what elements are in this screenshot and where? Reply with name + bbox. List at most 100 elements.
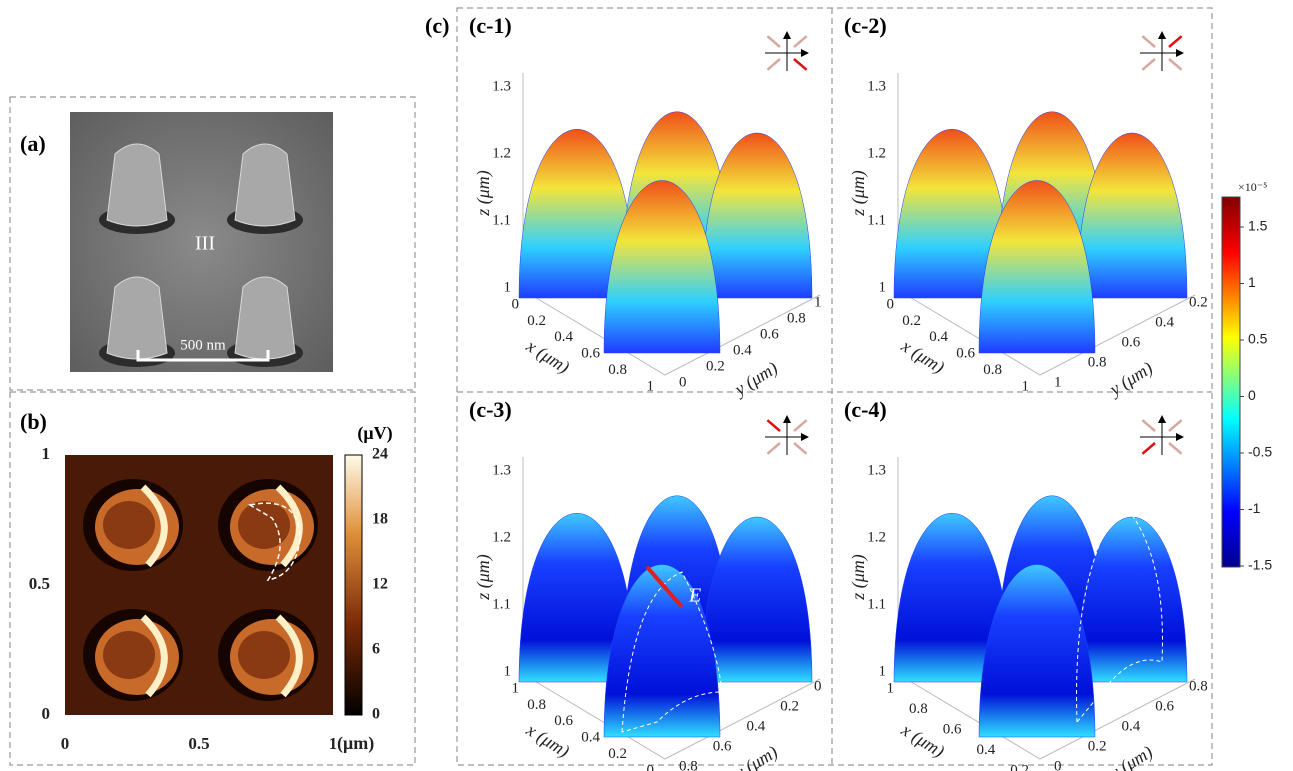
z-tick-label: 1.2 <box>867 529 886 545</box>
x-tick-label: 0.5 <box>188 734 209 753</box>
icon-arrow <box>1142 443 1155 454</box>
x-tick-label: 0.4 <box>581 730 600 746</box>
ring-core <box>103 501 155 549</box>
y-tick-label: 0.8 <box>787 310 806 326</box>
colorbar <box>1222 197 1240 567</box>
colorbar-tick-label: 0 <box>372 706 380 723</box>
colorbar-tick-label: 18 <box>372 511 388 528</box>
x-tick-label: 0.6 <box>554 713 573 729</box>
z-axis-label: z (μm) <box>848 170 869 217</box>
icon-arrow <box>1169 59 1182 70</box>
y-tick-label: 0.6 <box>760 326 779 342</box>
z-tick-label: 1.1 <box>492 596 511 612</box>
subplot-label: (c-1) <box>469 13 512 38</box>
y-tick-label: 0 <box>1054 758 1062 771</box>
z-axis-label: z (μm) <box>848 554 869 601</box>
subplot: (c-3)1.31.21.11z (μm)10.80.60.40.20x (μm… <box>469 397 822 771</box>
icon-arrow <box>1169 443 1182 454</box>
pillar <box>235 277 295 359</box>
surface <box>702 133 812 298</box>
z-tick-label: 1.2 <box>867 145 886 161</box>
z-tick-label: 1.2 <box>492 529 511 545</box>
icon-arrow <box>794 443 807 454</box>
y-tick-label: 0 <box>42 704 51 723</box>
icon-arrow <box>794 36 807 47</box>
y-tick-label: 0 <box>679 374 687 390</box>
z-tick-label: 1 <box>504 663 512 679</box>
y-tick-label: 0 <box>814 678 822 694</box>
panel-label: (c) <box>425 13 449 38</box>
icon-arrow <box>767 443 780 454</box>
colorbar <box>345 455 362 715</box>
x-tick-label: 1 <box>512 680 520 696</box>
surface <box>702 517 812 682</box>
icon-arrow <box>1142 36 1155 47</box>
y-tick-label: 1 <box>1054 374 1062 390</box>
icon-arrow <box>1169 420 1182 431</box>
y-axis-label: y (μm) <box>1104 742 1156 771</box>
y-tick-label: 0.6 <box>1122 334 1141 350</box>
icon-arrow <box>1169 36 1182 47</box>
colorbar-tick-label: 0 <box>1248 387 1256 403</box>
polarization-icon <box>1140 417 1182 455</box>
x-tick-label: 0.6 <box>956 346 975 362</box>
x-tick-label: 0 <box>887 296 895 312</box>
x-tick-label: 1 <box>1022 378 1030 394</box>
polarization-icon <box>1140 33 1182 71</box>
pillar <box>107 144 167 226</box>
colorbar-tick-label: 0.5 <box>1248 331 1268 347</box>
colorbar-tick-label: -1 <box>1248 500 1261 516</box>
x-tick-label: 1 <box>329 734 338 753</box>
panel-label: (a) <box>20 131 46 156</box>
icon-arrow <box>794 59 807 70</box>
icon-arrow <box>1142 420 1155 431</box>
x-axis-label: x (μm) <box>897 719 948 762</box>
x-tick-label: 0.4 <box>977 742 996 758</box>
z-tick-label: 1 <box>879 663 887 679</box>
x-tick-label: 0 <box>61 734 70 753</box>
x-tick-label: 0.2 <box>527 313 546 329</box>
ring-core <box>238 501 290 549</box>
y-tick-label: 0.2 <box>706 358 725 374</box>
colorbar-tick-label: -0.5 <box>1248 444 1272 460</box>
x-tick-label: 0.8 <box>983 362 1002 378</box>
y-tick-label: 0.6 <box>713 738 732 754</box>
colorbar-tick-label: 24 <box>372 446 388 463</box>
pillar <box>107 277 167 359</box>
pillar <box>235 144 295 226</box>
icon-arrow <box>767 59 780 70</box>
colorbar-tick-label: 1 <box>1248 274 1256 290</box>
scale-bar-label: 500 nm <box>180 337 226 353</box>
figure: (a) III 500 nm (b) (μV) (μm) 2418126000.… <box>0 0 1293 771</box>
y-tick-label: 0.4 <box>1155 314 1174 330</box>
surface <box>1077 517 1187 682</box>
subplot-label: (c-4) <box>844 397 887 422</box>
x-tick-label: 1 <box>647 378 655 394</box>
polarization-icon <box>765 417 807 455</box>
x-tick-label: 0.2 <box>1010 762 1029 771</box>
z-tick-label: 1.1 <box>492 212 511 228</box>
y-tick-label: 0.4 <box>1122 718 1141 734</box>
icon-arrow <box>794 420 807 431</box>
x-tick-label: 0 <box>512 296 520 312</box>
x-tick-label: 0.4 <box>554 329 573 345</box>
y-tick-label: 0.4 <box>733 342 752 358</box>
x-tick-label: 0.2 <box>902 313 921 329</box>
surface <box>1077 133 1187 298</box>
polarization-icon <box>765 33 807 71</box>
z-axis-label: z (μm) <box>473 170 494 217</box>
z-axis-label: z (μm) <box>473 554 494 601</box>
colorbar-tick-label: 12 <box>372 576 388 593</box>
subplot: (c-2)1.31.21.11z (μm)00.20.40.60.81x (μm… <box>844 13 1208 401</box>
z-tick-label: 1.1 <box>867 212 886 228</box>
y-axis-label: y (μm) <box>729 742 781 771</box>
ring-core <box>103 631 155 679</box>
ring-core <box>238 631 290 679</box>
x-tick-label: 1 <box>887 680 895 696</box>
annotation: III <box>195 233 215 255</box>
icon-arrow <box>1142 59 1155 70</box>
x-unit: (μm) <box>337 733 374 754</box>
x-tick-label: 0.6 <box>943 721 962 737</box>
colorbar-tick-label: 1.5 <box>1248 218 1268 234</box>
y-axis-label: y (μm) <box>1104 358 1156 402</box>
